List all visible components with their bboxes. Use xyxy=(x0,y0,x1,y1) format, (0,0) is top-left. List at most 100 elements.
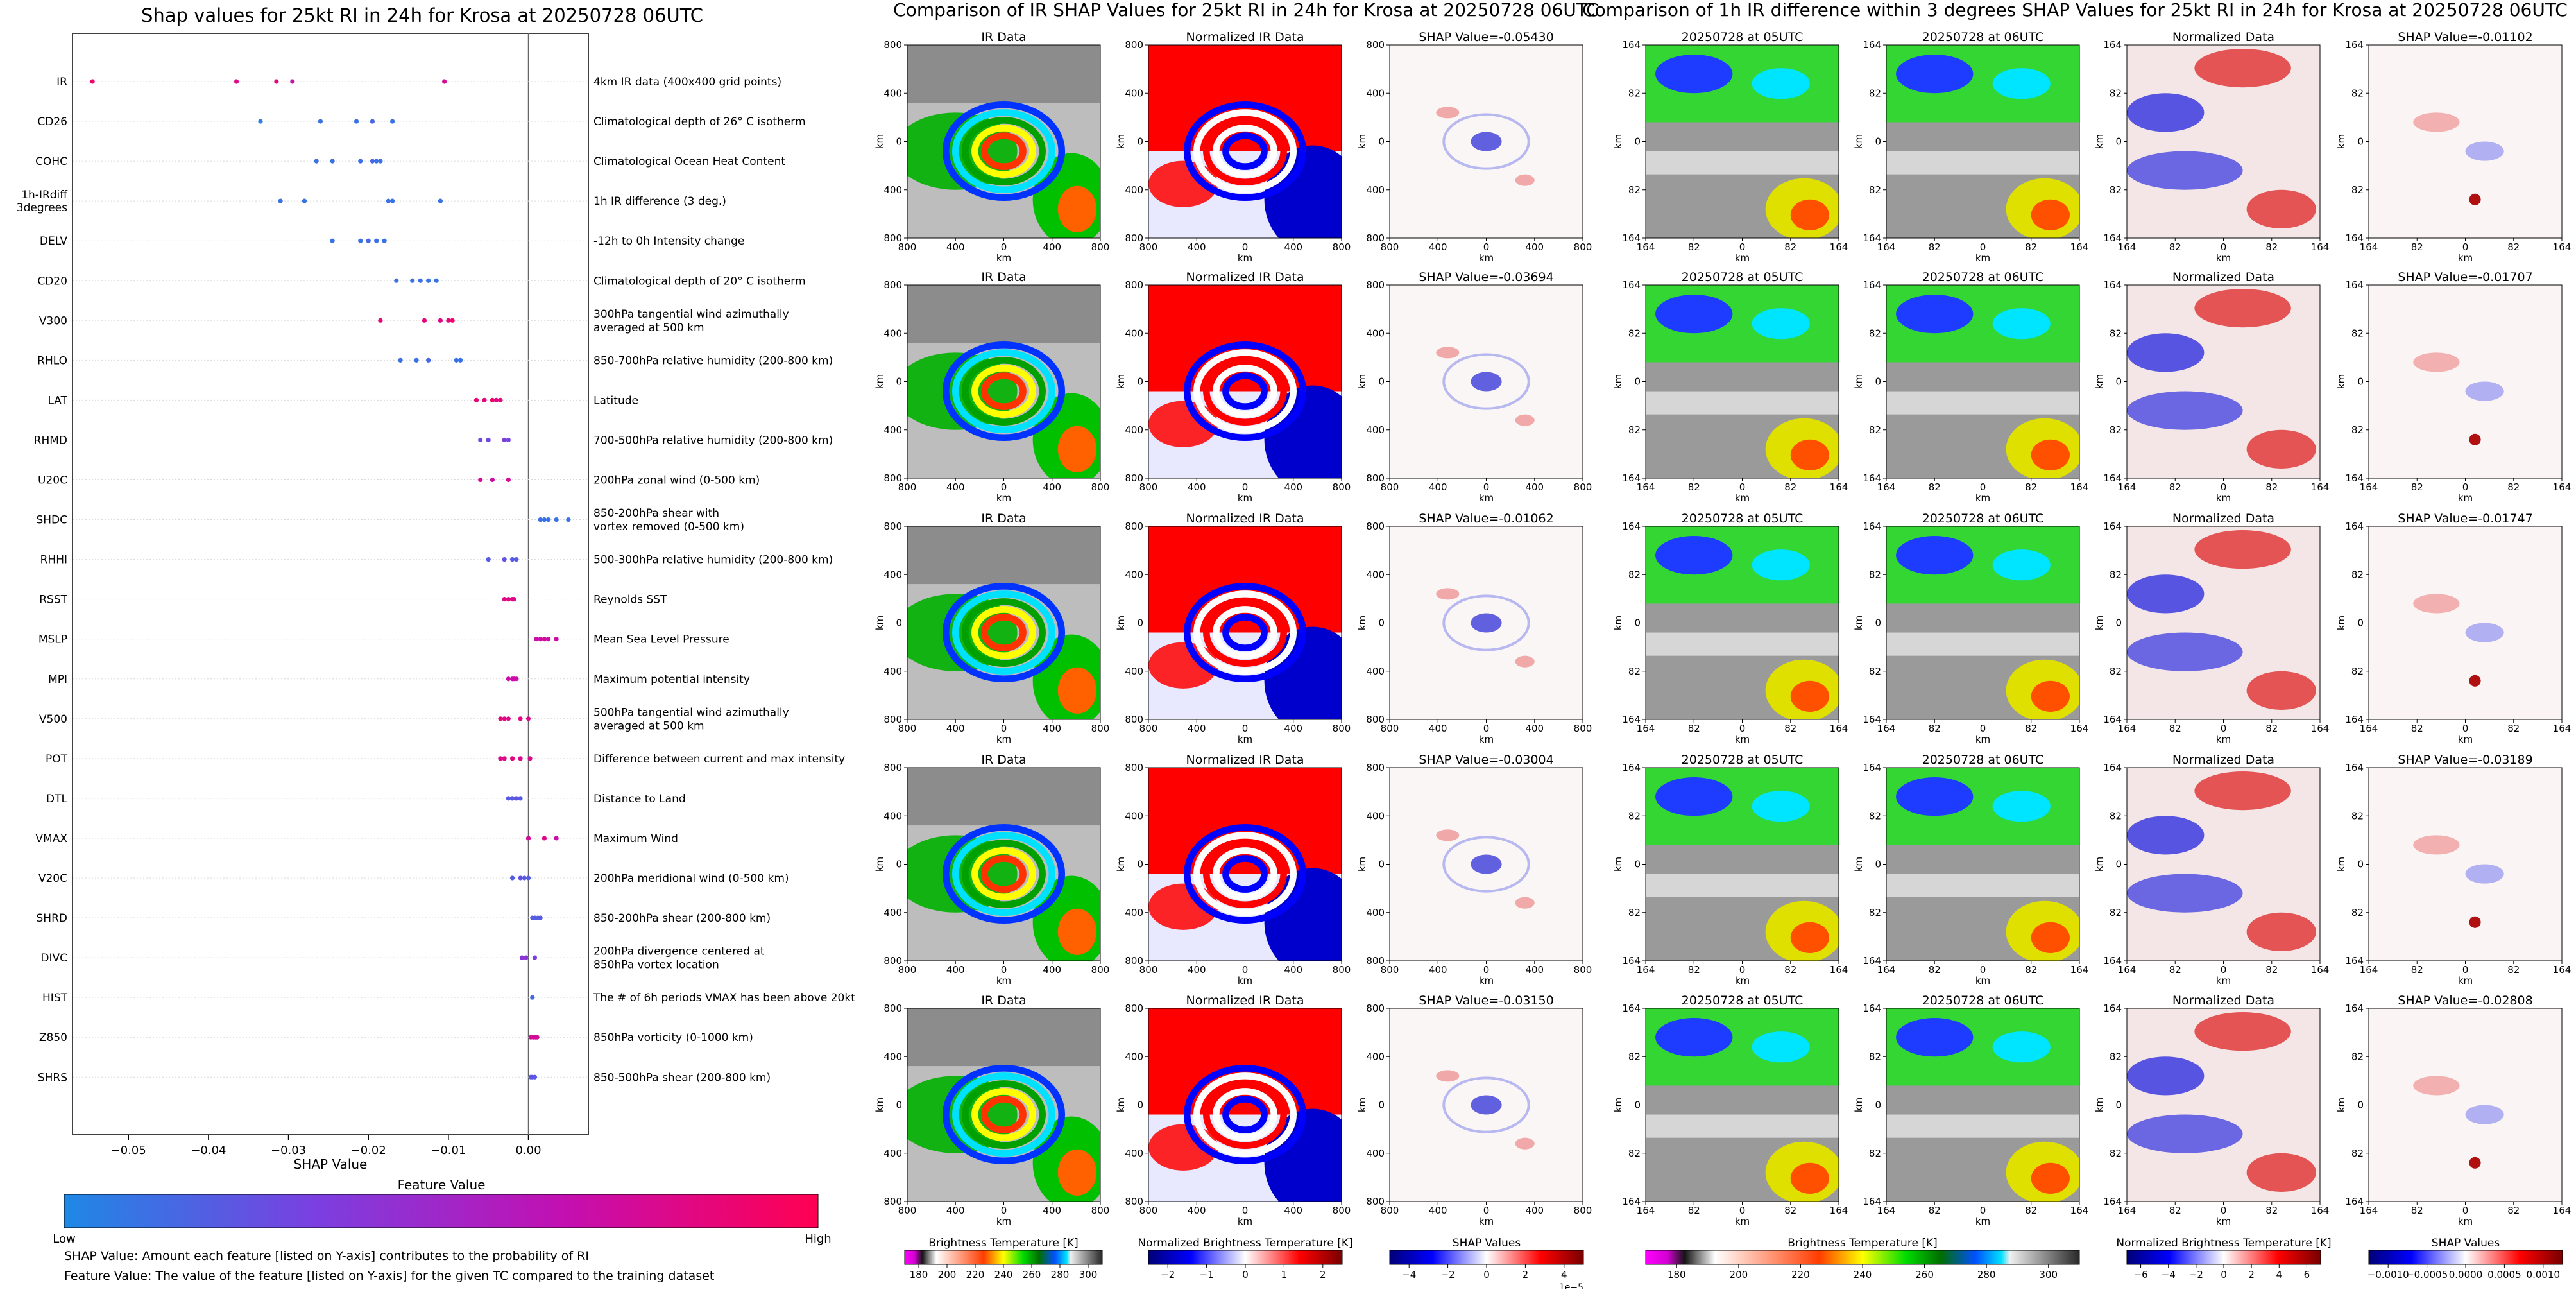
y-tick-label: 400 xyxy=(1366,424,1385,436)
x-axis-label: km xyxy=(1735,1216,1750,1227)
y-tick-label: 164 xyxy=(1863,39,1881,51)
x-tick-label: 800 xyxy=(1333,241,1351,253)
positive-patch xyxy=(1436,829,1460,841)
feature-description: 850-500hPa shear (200-800 km) xyxy=(593,1071,771,1084)
panel-title: SHAP Value=-0.01707 xyxy=(2398,270,2532,284)
x-tick-label: 400 xyxy=(1284,723,1302,734)
y-tick-label: 800 xyxy=(1366,39,1385,51)
x-tick-label: 82 xyxy=(1688,481,1700,493)
shap-point xyxy=(358,238,363,243)
shap-point xyxy=(378,318,383,323)
y-tick-label: 82 xyxy=(1869,424,1881,436)
shap-point xyxy=(486,437,491,443)
panel-title: Normalized IR Data xyxy=(1186,270,1304,284)
shap-point xyxy=(438,318,443,323)
shap-point xyxy=(370,159,375,164)
x-tick-label: 164 xyxy=(1877,241,1896,253)
y-tick-label: 800 xyxy=(883,1003,902,1014)
spiral-band xyxy=(1213,365,1277,418)
feature-value-colorbar: Feature Value Low High xyxy=(53,1177,831,1246)
feature-row: V300 300hPa tangential wind azimuthallyav… xyxy=(39,308,789,334)
x-tick-label: 164 xyxy=(2118,241,2137,253)
upper-region xyxy=(907,45,1100,103)
clear-band xyxy=(1646,874,1839,897)
feature-label: SHRS xyxy=(38,1071,67,1084)
spiral-band xyxy=(971,125,1036,178)
spiral-band xyxy=(942,341,1066,442)
shap-point xyxy=(398,357,403,363)
shap-point xyxy=(518,756,523,761)
spiral-band xyxy=(1193,832,1297,917)
spiral-band xyxy=(981,132,1027,170)
shap-point xyxy=(498,756,503,761)
shap-point xyxy=(418,278,423,283)
shap-point xyxy=(378,159,383,164)
cold-cloud xyxy=(1992,549,2051,581)
x-tick-label: 400 xyxy=(1188,964,1206,976)
x-tick-label: 400 xyxy=(1043,241,1061,253)
shap-point xyxy=(374,159,379,164)
y-tick-label: 164 xyxy=(1863,521,1881,532)
spiral-band xyxy=(1203,117,1287,185)
y-tick-label: 82 xyxy=(2110,907,2122,918)
spiral-band xyxy=(1193,1072,1297,1157)
shap-point xyxy=(525,716,531,721)
shap-point xyxy=(518,875,523,881)
x-tick-label: 0 xyxy=(1739,241,1746,253)
positive-patch xyxy=(2246,189,2316,228)
x-tick-label: 164 xyxy=(1637,1205,1655,1216)
cloud-core-hot xyxy=(1057,185,1096,232)
feature-description: Mean Sea Level Pressure xyxy=(593,633,729,646)
feature-colorbar xyxy=(64,1194,819,1228)
y-tick-label: 0 xyxy=(2357,859,2364,870)
x-tick-label: 164 xyxy=(2118,723,2137,734)
x-tick-label: 0 xyxy=(1242,723,1249,734)
shap-point xyxy=(394,278,399,283)
y-tick-label: 164 xyxy=(2345,472,2364,484)
shap-point xyxy=(542,836,547,841)
shap-point xyxy=(494,397,499,403)
y-tick-label: 164 xyxy=(1622,279,1641,291)
colorbar-tick-label: 260 xyxy=(1023,1269,1041,1280)
cold-cloud xyxy=(1655,536,1733,575)
warm-cloud-core xyxy=(1790,680,1829,712)
x-tick-label: 82 xyxy=(1929,1205,1941,1216)
x-tick-label: 800 xyxy=(898,964,917,976)
x-tick-label: 164 xyxy=(2311,964,2330,976)
shap-point xyxy=(542,637,547,642)
spiral-band xyxy=(962,117,1046,185)
x-tick-label: 400 xyxy=(1284,1205,1302,1216)
x-tick-label: 400 xyxy=(1525,964,1544,976)
feature-description: vortex removed (0-500 km) xyxy=(593,521,744,533)
positive-patch xyxy=(2194,1012,2291,1051)
y-tick-label: 400 xyxy=(1125,907,1143,918)
cold-cloud xyxy=(1992,791,2051,822)
y-axis-label: km xyxy=(874,857,885,872)
spiral-band xyxy=(962,598,1046,667)
y-tick-label: 82 xyxy=(2110,1051,2122,1062)
x-tick-label: 400 xyxy=(1284,481,1302,493)
spiral-band xyxy=(971,847,1036,900)
y-tick-label: 0 xyxy=(1875,1099,1881,1111)
positive-dot xyxy=(2469,675,2481,687)
y-tick-label: 164 xyxy=(2345,1196,2364,1207)
shap-point xyxy=(473,397,479,403)
feature-label: RSST xyxy=(39,594,67,607)
colorbar-tick-label: 180 xyxy=(910,1269,928,1280)
colorbar-tick-label: 280 xyxy=(1977,1269,1996,1280)
colorbar-tick-label: 240 xyxy=(1854,1269,1872,1280)
feature-row: IR 4km IR data (400x400 grid points) xyxy=(56,76,781,89)
feature-label: HIST xyxy=(42,992,68,1004)
feature-label: CD20 xyxy=(37,275,67,288)
y-tick-label: 164 xyxy=(2345,1003,2364,1014)
x-axis-label: km xyxy=(1238,975,1252,986)
y-tick-label: 164 xyxy=(1863,955,1881,967)
spiral-band xyxy=(1203,840,1287,908)
cold-cloud xyxy=(1655,55,1733,94)
shap-point xyxy=(90,79,95,84)
colorbar-tick-label: −0.0005 xyxy=(2406,1269,2448,1280)
cold-cloud xyxy=(1752,791,1810,822)
